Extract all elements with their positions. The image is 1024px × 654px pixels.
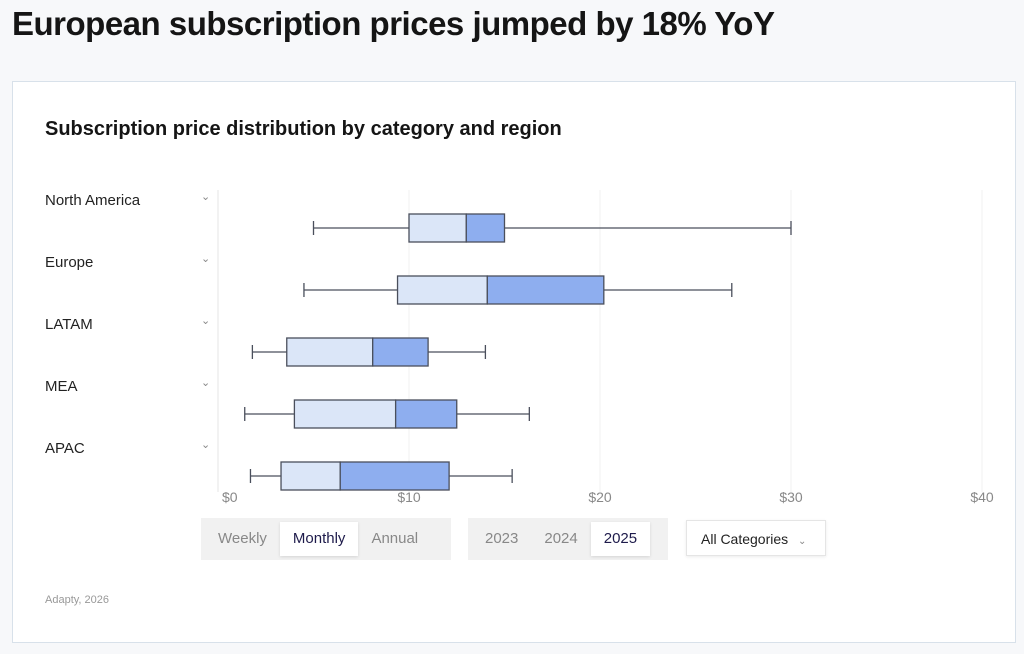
- chevron-down-icon[interactable]: ⌄: [201, 191, 211, 203]
- chevron-down-icon[interactable]: ⌄: [201, 315, 211, 327]
- chevron-down-icon[interactable]: ⌄: [201, 377, 211, 389]
- region-label[interactable]: MEA: [45, 378, 78, 395]
- year-toggle[interactable]: 2023 2024 2025: [468, 518, 668, 560]
- chevron-down-icon: ⌄: [798, 536, 807, 547]
- chevron-down-icon[interactable]: ⌄: [201, 253, 211, 265]
- source-note: Adapty, 2026: [45, 594, 110, 606]
- x-tick-label: $20: [588, 489, 612, 505]
- box-lower: [293, 399, 397, 429]
- x-tick-label: $40: [970, 489, 994, 505]
- category-dropdown[interactable]: All Categories ⌄: [686, 520, 826, 556]
- box-lower: [396, 275, 488, 305]
- box-lower: [286, 337, 374, 367]
- box-upper: [465, 213, 506, 243]
- box-lower: [408, 213, 467, 243]
- box-lower: [280, 461, 341, 491]
- box-upper: [486, 275, 605, 305]
- period-weekly[interactable]: Weekly: [218, 530, 267, 547]
- box-upper: [339, 461, 450, 491]
- year-2025[interactable]: 2025: [590, 522, 651, 556]
- box-upper: [394, 399, 458, 429]
- x-tick-label: $30: [779, 489, 803, 505]
- region-label[interactable]: LATAM: [45, 316, 93, 333]
- year-2024[interactable]: 2024: [544, 530, 578, 547]
- chevron-down-icon[interactable]: ⌄: [201, 439, 211, 451]
- period-monthly[interactable]: Monthly: [279, 522, 359, 556]
- x-tick-label: $0: [222, 489, 238, 505]
- category-value: All Categories: [701, 531, 789, 547]
- region-label[interactable]: North America: [45, 192, 141, 209]
- period-toggle[interactable]: Weekly Monthly Annual: [201, 518, 451, 560]
- period-annual[interactable]: Annual: [371, 530, 419, 547]
- boxplot-chart: $0 $10 $20 $30 $40: [217, 190, 994, 505]
- region-label[interactable]: APAC: [45, 440, 85, 457]
- box-upper: [372, 337, 429, 367]
- year-2023[interactable]: 2023: [485, 530, 519, 547]
- headline: European subscription prices jumped by 1…: [12, 5, 775, 42]
- chart-card: Subscription price distribution by categ…: [12, 81, 1016, 643]
- chart-title: Subscription price distribution by categ…: [45, 118, 562, 140]
- region-label[interactable]: Europe: [45, 254, 94, 271]
- x-tick-label: $10: [397, 489, 421, 505]
